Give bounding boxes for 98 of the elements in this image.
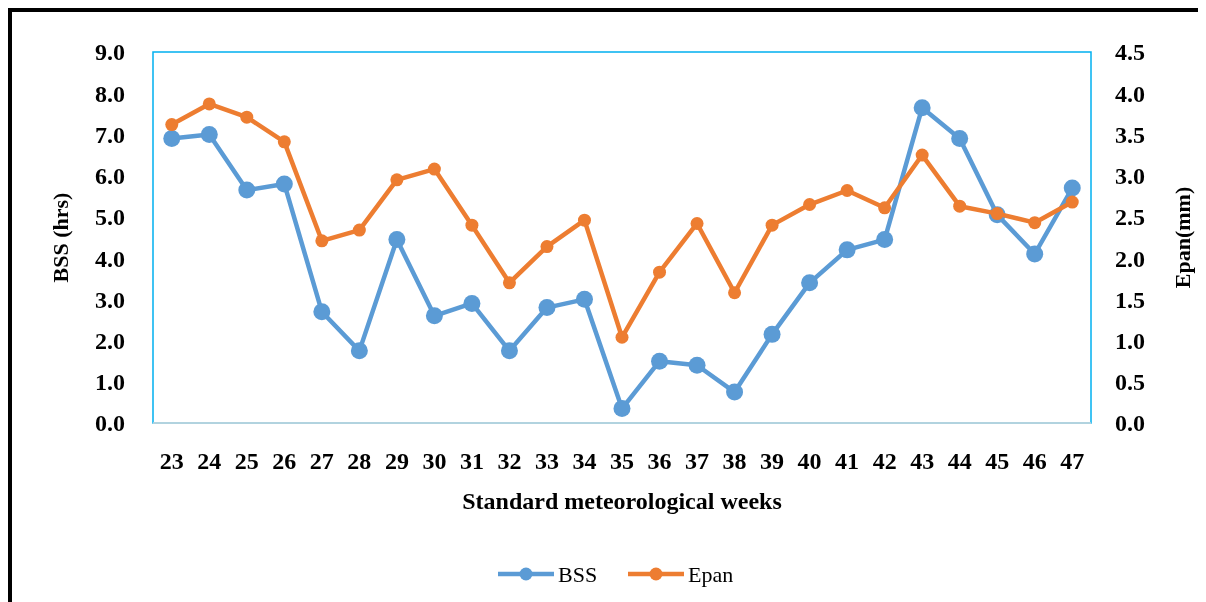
point <box>953 199 967 213</box>
x-axis-title: Standard meteorological weeks <box>462 488 782 514</box>
x-tick-label: 44 <box>947 448 972 474</box>
point <box>427 162 441 176</box>
y-tick-label: 4.0 <box>95 245 125 272</box>
x-tick-label: 47 <box>1060 448 1085 474</box>
point <box>350 342 368 360</box>
x-tick-label: 42 <box>872 448 897 474</box>
point <box>688 356 706 374</box>
point <box>915 148 929 162</box>
y-tick-label: 6.0 <box>95 163 125 190</box>
point <box>277 135 291 149</box>
y-tick-label: 7.0 <box>95 121 125 148</box>
x-tick-label: 24 <box>197 448 222 474</box>
y2-tick-label: 2.0 <box>1115 245 1145 272</box>
x-tick-label: 23 <box>159 448 184 474</box>
point <box>240 110 254 124</box>
point <box>690 216 704 230</box>
point <box>352 223 366 237</box>
y2-tick-label: 0.5 <box>1115 369 1145 396</box>
x-tick-label: 31 <box>459 448 484 474</box>
x-tick-label: 28 <box>347 448 372 474</box>
point <box>1063 179 1081 197</box>
point <box>577 213 591 227</box>
y2-tick-label: 3.0 <box>1115 163 1145 190</box>
point <box>538 299 556 317</box>
point <box>275 175 293 193</box>
x-tick-label: 40 <box>797 448 822 474</box>
point <box>878 201 892 215</box>
x-tick-label: 30 <box>422 448 447 474</box>
x-tick-label: 37 <box>685 448 710 474</box>
y2-tick-label: 3.5 <box>1115 121 1145 148</box>
point <box>313 303 331 321</box>
x-tick-label: 46 <box>1022 448 1047 474</box>
y2-axis-title: Epan(mm) <box>1170 186 1195 289</box>
x-tick-label: 33 <box>534 448 559 474</box>
point <box>763 325 781 343</box>
point <box>315 234 329 248</box>
x-tick-label: 27 <box>309 448 334 474</box>
legend-label: BSS <box>558 561 598 587</box>
point <box>651 352 669 370</box>
point <box>838 241 856 259</box>
point <box>463 294 481 312</box>
y-tick-label: 8.0 <box>95 80 125 107</box>
point <box>165 118 179 132</box>
y-axis-title: BSS (hrs) <box>48 192 73 283</box>
point <box>876 231 894 249</box>
point <box>1028 216 1042 230</box>
point <box>163 130 181 148</box>
point <box>388 231 406 249</box>
point <box>500 342 518 360</box>
point <box>238 181 256 199</box>
point <box>765 218 779 232</box>
point <box>613 400 631 418</box>
point <box>502 276 516 290</box>
x-tick-label: 29 <box>384 448 409 474</box>
point <box>913 99 931 117</box>
x-tick-label: 25 <box>234 448 259 474</box>
point <box>390 173 404 187</box>
x-tick-label: 43 <box>910 448 935 474</box>
y-tick-label: 9.0 <box>95 39 125 66</box>
point <box>1065 195 1079 209</box>
point <box>728 286 742 300</box>
y-tick-label: 1.0 <box>95 369 125 396</box>
y-tick-label: 5.0 <box>95 204 125 231</box>
point <box>653 265 667 279</box>
x-tick-label: 45 <box>985 448 1010 474</box>
point <box>465 218 479 232</box>
legend-label: Epan <box>688 561 734 587</box>
x-tick-label: 36 <box>647 448 672 474</box>
point <box>840 184 854 198</box>
point <box>200 125 218 143</box>
x-tick-label: 34 <box>572 448 597 474</box>
y2-tick-label: 4.0 <box>1115 80 1145 107</box>
y2-tick-label: 2.5 <box>1115 204 1145 231</box>
y2-tick-label: 1.5 <box>1115 286 1145 313</box>
point <box>951 130 969 148</box>
x-tick-label: 39 <box>760 448 785 474</box>
point <box>1026 245 1044 263</box>
point <box>202 97 216 111</box>
y-tick-label: 2.0 <box>95 327 125 354</box>
y2-tick-label: 1.0 <box>1115 327 1145 354</box>
x-tick-label: 38 <box>722 448 747 474</box>
y-tick-label: 0.0 <box>95 410 125 437</box>
y-tick-label: 3.0 <box>95 286 125 313</box>
x-tick-label: 32 <box>497 448 522 474</box>
point <box>425 307 443 325</box>
point <box>803 198 817 212</box>
y2-tick-label: 0.0 <box>1115 410 1145 437</box>
point <box>801 274 819 292</box>
x-tick-label: 26 <box>272 448 297 474</box>
point <box>575 290 593 308</box>
y2-tick-label: 4.5 <box>1115 39 1145 66</box>
x-tick-label: 35 <box>610 448 634 474</box>
point <box>615 330 629 344</box>
x-tick-label: 41 <box>835 448 860 474</box>
point <box>540 240 554 254</box>
point <box>726 383 744 401</box>
